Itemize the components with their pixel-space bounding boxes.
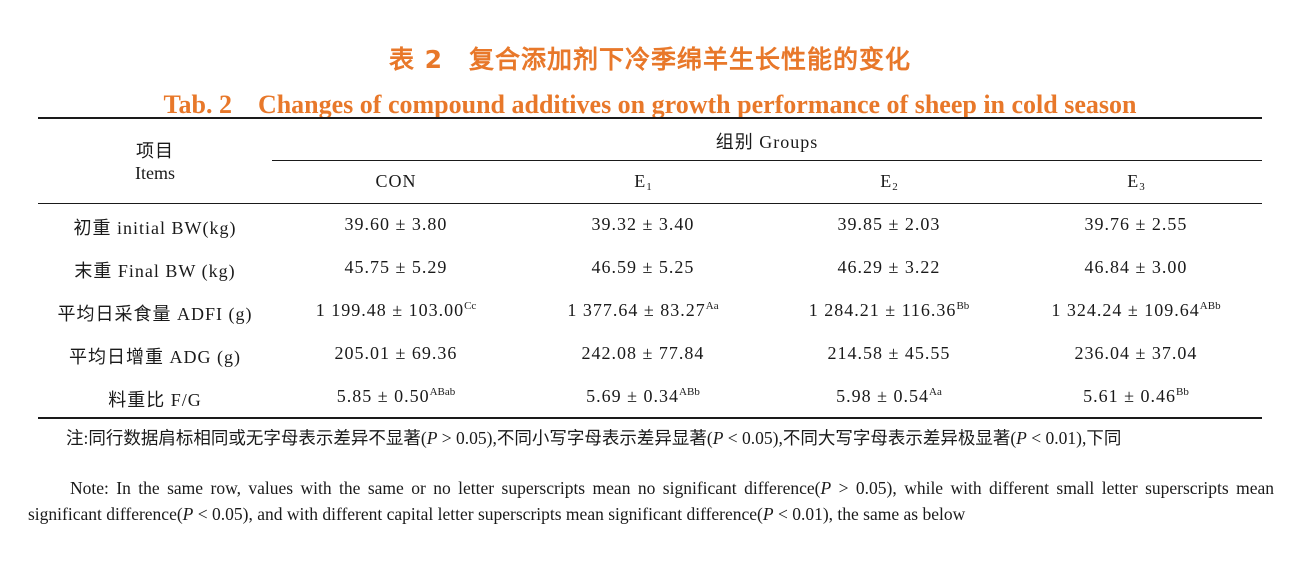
table-cell: 39.85 ± 2.03 [837,214,941,234]
table-cell: 5.85 ± 0.50ABab [336,386,456,406]
table-cell: 46.84 ± 3.00 [1084,257,1188,277]
column-header-3: E3 [1127,171,1145,193]
table-cell: 1 199.48 ± 103.00Cc [315,300,477,320]
header-items-en: Items [135,163,175,183]
table-cell: 205.01 ± 69.36 [334,343,458,363]
groups-rule [272,160,1262,161]
table-cell: 242.08 ± 77.84 [581,343,705,363]
table-cell: 39.76 ± 2.55 [1084,214,1188,234]
bottom-rule [38,417,1262,419]
row-label: 平均日采食量 ADFI (g) [57,304,253,324]
table-cell: 1 324.24 ± 109.64ABb [1051,300,1221,320]
table-cell: 214.58 ± 45.55 [827,343,951,363]
column-header-1: E1 [634,171,652,193]
column-header-0: CON [375,171,417,191]
table-cell: 39.60 ± 3.80 [344,214,448,234]
table-cell: 5.69 ± 0.34ABb [586,386,700,406]
note-cn: 注:同行数据肩标相同或无字母表示差异不显著(P > 0.05),不同小写字母表示… [66,428,1122,448]
header-items-cn: 项目 [136,141,174,162]
table-title-cn: 表 2 复合添加剂下冷季绵羊生长性能的变化 [388,45,912,74]
row-label: 平均日增重 ADG (g) [69,347,241,367]
table-cell: 1 284.21 ± 116.36Bb [808,300,970,320]
header-groups: 组别 Groups [715,132,819,152]
table-cell: 1 377.64 ± 83.27Aa [567,300,719,320]
table-cell: 5.61 ± 0.46Bb [1083,386,1189,406]
header-rule [38,203,1262,204]
column-header-2: E2 [880,171,898,193]
top-rule [38,117,1262,119]
row-label: 料重比 F/G [108,390,202,410]
note-en: Note: In the same row, values with the s… [28,478,1275,524]
table-cell: 46.59 ± 5.25 [591,257,695,277]
table-title-en: Tab. 2 Changes of compound additives on … [163,90,1137,119]
table-cell: 39.32 ± 3.40 [591,214,695,234]
row-label: 末重 Final BW (kg) [74,261,236,281]
table-cell: 236.04 ± 37.04 [1074,343,1198,363]
table-cell: 45.75 ± 5.29 [344,257,448,277]
table-cell: 46.29 ± 3.22 [837,257,941,277]
table-cell: 5.98 ± 0.54Aa [836,386,942,406]
row-label: 初重 initial BW(kg) [73,218,237,238]
